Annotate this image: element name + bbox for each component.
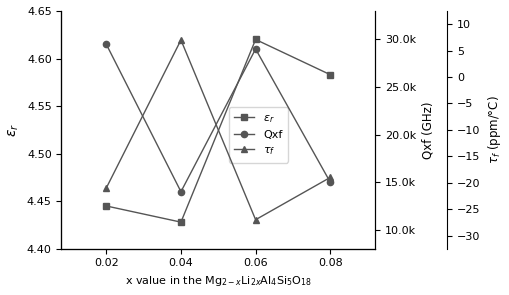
$\varepsilon_r$ <box>178 220 184 224</box>
$\tau_f$ <box>178 38 184 42</box>
Line: Qxf: Qxf <box>103 41 333 195</box>
$\tau_f$ <box>252 218 258 222</box>
Y-axis label: $\tau_f$ (ppm/°C): $\tau_f$ (ppm/°C) <box>485 96 502 164</box>
Y-axis label: Qxf (GHz): Qxf (GHz) <box>421 101 434 159</box>
$\tau_f$ <box>327 176 333 179</box>
Legend: $\varepsilon_r$, Qxf, $\tau_f$: $\varepsilon_r$, Qxf, $\tau_f$ <box>228 107 288 163</box>
$\varepsilon_r$ <box>327 73 333 76</box>
Y-axis label: $\varepsilon_r$: $\varepsilon_r$ <box>7 123 21 137</box>
Line: $\varepsilon_r$: $\varepsilon_r$ <box>103 36 333 225</box>
$\tau_f$ <box>103 186 109 190</box>
Qxf <box>103 42 109 46</box>
$\varepsilon_r$ <box>252 38 258 41</box>
Line: $\tau_f$: $\tau_f$ <box>103 37 333 223</box>
Qxf <box>252 47 258 51</box>
Qxf <box>178 190 184 194</box>
X-axis label: x value in the Mg$_{2-x}$Li$_{2x}$Al$_4$Si$_5$O$_{18}$: x value in the Mg$_{2-x}$Li$_{2x}$Al$_4$… <box>125 274 311 288</box>
$\varepsilon_r$ <box>103 204 109 208</box>
Qxf <box>327 181 333 184</box>
